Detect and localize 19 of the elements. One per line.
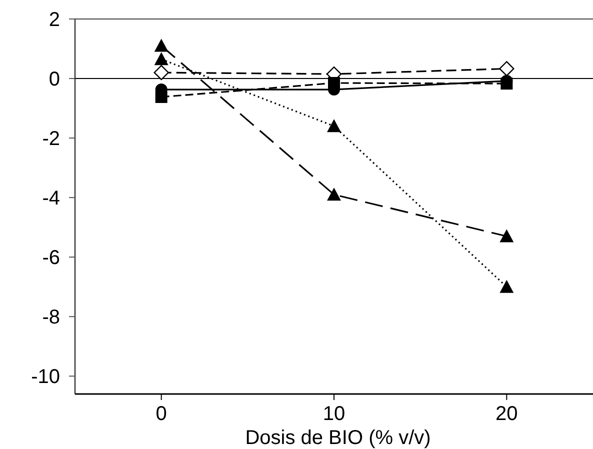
x-tick-label: 20 [496,403,518,425]
x-axis-title: Dosis de BIO (% v/v) [245,427,431,449]
y-tick-label: -6 [42,247,60,270]
y-tick-label: 2 [48,9,60,31]
x-tick-label: 10 [322,403,346,425]
point [499,61,514,76]
y-tick-label: 0 [48,68,60,91]
point [327,188,341,201]
point [154,52,168,66]
point [500,229,514,242]
x-tick-label: 0 [156,403,167,425]
y-tick-label: -4 [42,188,60,210]
point [500,280,514,293]
y-tick-label: -2 [42,128,60,150]
y-tick-label: -10 [31,366,60,388]
point [154,38,168,52]
point [327,119,341,132]
y-tick-label: -8 [42,306,60,329]
point [154,64,169,80]
